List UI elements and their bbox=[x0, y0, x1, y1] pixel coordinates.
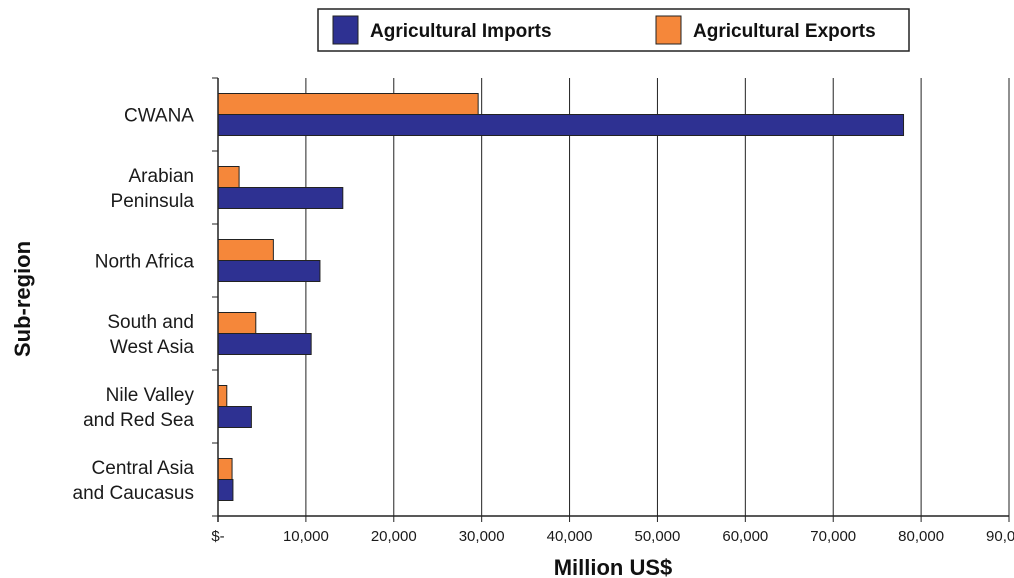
x-tick-labels: $- 10,000 20,000 30,000 40,000 50,000 60,000 70… bbox=[211, 528, 1014, 545]
legend-label-imports: Agricultural Imports bbox=[370, 21, 552, 42]
category-labels: CWANA Arabian Peninsula North Africa South a… bbox=[73, 106, 195, 505]
bar-agricultural-exports bbox=[217, 239, 274, 261]
y-axis-title: Sub-region bbox=[10, 241, 35, 357]
bar-agricultural-imports bbox=[217, 406, 252, 428]
legend-swatch-exports bbox=[655, 15, 682, 45]
category-label: and Red Sea bbox=[83, 410, 194, 431]
x-tick-label: 90,000 bbox=[986, 528, 1014, 545]
bar-agricultural-imports bbox=[217, 333, 312, 355]
gridlines bbox=[305, 78, 1010, 516]
category-label: and Caucasus bbox=[73, 483, 194, 504]
legend: Agricultural Imports Agricultural Exports bbox=[317, 8, 910, 52]
legend-swatch-imports bbox=[332, 15, 359, 45]
bar-agricultural-exports bbox=[217, 385, 228, 407]
x-axis-title: Million US$ bbox=[554, 555, 673, 578]
x-tick-label: 40,000 bbox=[547, 528, 593, 545]
bar-agricultural-exports bbox=[217, 93, 479, 115]
category-label: West Asia bbox=[110, 337, 195, 358]
bar-agricultural-exports bbox=[217, 458, 233, 480]
category-label: CWANA bbox=[124, 106, 194, 127]
bar-agricultural-imports bbox=[217, 114, 905, 136]
x-tick-label: 10,000 bbox=[283, 528, 329, 545]
x-tick-label: 80,000 bbox=[898, 528, 944, 545]
axes bbox=[212, 77, 1010, 522]
legend-label-exports: Agricultural Exports bbox=[693, 21, 876, 42]
category-label: North Africa bbox=[95, 252, 195, 273]
bar-agricultural-imports bbox=[217, 187, 344, 209]
bars bbox=[217, 93, 905, 501]
category-label: Peninsula bbox=[111, 191, 195, 212]
category-label: Arabian bbox=[129, 166, 195, 187]
x-tick-label: 20,000 bbox=[371, 528, 417, 545]
x-tick-label: 60,000 bbox=[722, 528, 768, 545]
bar-agricultural-imports bbox=[217, 479, 234, 501]
category-label: Central Asia bbox=[92, 458, 195, 479]
x-tick-label: 70,000 bbox=[810, 528, 856, 545]
bar-agricultural-exports bbox=[217, 166, 240, 188]
bar-agricultural-imports bbox=[217, 260, 321, 282]
category-label: South and bbox=[107, 312, 194, 333]
legend-box bbox=[317, 8, 910, 52]
x-tick-label: 50,000 bbox=[634, 528, 680, 545]
x-tick-label: $- bbox=[211, 528, 224, 545]
x-tick-label: 30,000 bbox=[459, 528, 505, 545]
bar-agricultural-exports bbox=[217, 312, 257, 334]
category-label: Nile Valley bbox=[106, 385, 195, 406]
